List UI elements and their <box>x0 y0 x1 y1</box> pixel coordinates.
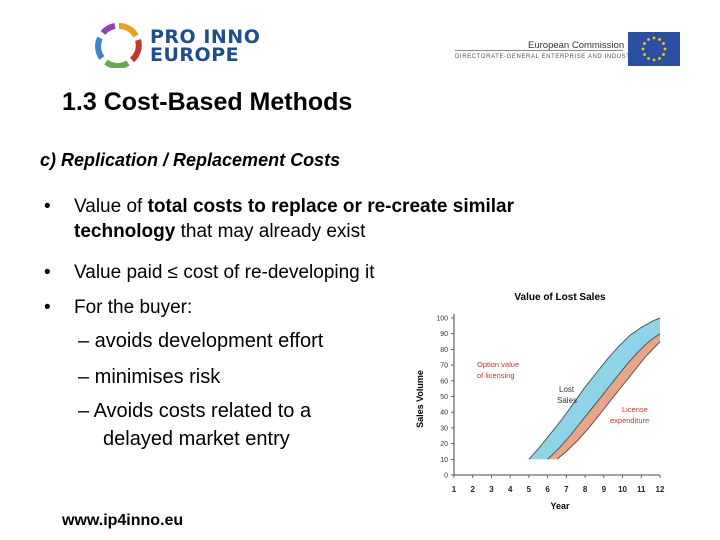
y-tick-label: 90 <box>440 331 448 338</box>
website-url: www.ip4inno.eu <box>62 512 184 529</box>
sub-bullet-market-entry-2: delayed market entry <box>103 428 290 450</box>
annotation-option-value-1: Option value <box>477 360 519 369</box>
series-line-1 <box>528 317 661 460</box>
annotation-license-2: expenditure <box>610 416 649 425</box>
y-tick-label: 70 <box>440 363 448 370</box>
x-tick-label: 4 <box>508 485 513 494</box>
y-tick-label: 10 <box>440 457 448 464</box>
y-tick-label: 50 <box>440 394 448 401</box>
y-tick-label: 100 <box>436 316 448 323</box>
bullet-glyph: • <box>44 297 51 318</box>
bullet-glyph: • <box>44 196 51 217</box>
lost-sales-area <box>528 318 660 460</box>
annotation-lost-sales-1: Lost <box>559 385 575 394</box>
chart-xlabel: Year <box>550 501 570 511</box>
bullet1-bold-2: technology <box>74 221 176 242</box>
series-line-3 <box>556 341 661 460</box>
x-tick-label: 2 <box>471 485 476 494</box>
y-tick-label: 80 <box>440 347 448 354</box>
pro-inno-europe-emblem-icon <box>95 22 142 68</box>
y-tick-label: 30 <box>440 425 448 432</box>
chart-title: Value of Lost Sales <box>514 292 606 303</box>
lost-sales-chart: Value of Lost Sales Sales Volume Year 01… <box>415 292 665 511</box>
y-tick-label: 0 <box>444 473 448 480</box>
slide-subtitle: c) Replication / Replacement Costs <box>40 150 341 170</box>
bullet2-text: Value paid ≤ cost of re-developing it <box>74 262 375 283</box>
x-tick-label: 9 <box>602 485 607 494</box>
european-commission-header: European Commission DIRECTORATE-GENERAL … <box>425 32 680 66</box>
sub-bullet-minimises-risk: – minimises risk <box>78 366 221 388</box>
bullet3-text: For the buyer: <box>74 297 193 318</box>
annotation-license-1: License <box>622 405 648 414</box>
bullet1-pre: Value of <box>74 196 148 217</box>
y-tick-label: 60 <box>440 378 448 385</box>
y-tick-label: 40 <box>440 410 448 417</box>
x-tick-label: 1 <box>452 485 457 494</box>
pro-inno-europe-logo: PRO INNO EUROPE <box>92 22 267 70</box>
annotation-lost-sales-2: Sales <box>557 396 577 405</box>
ec-subtitle: DIRECTORATE-GENERAL ENTERPRISE AND INDUS… <box>455 54 640 60</box>
y-tick-label: 20 <box>440 441 448 448</box>
sub-bullet-development-effort: – avoids development effort <box>78 330 324 352</box>
eu-flag-icon <box>628 32 680 66</box>
slide-title: 1.3 Cost-Based Methods <box>62 88 353 116</box>
ec-divider <box>455 50 623 51</box>
logo-wordmark: PRO INNO EUROPE <box>150 26 261 66</box>
series-line-2 <box>547 333 661 460</box>
x-tick-label: 12 <box>656 485 665 494</box>
logo-line-1: PRO INNO <box>150 26 261 48</box>
x-tick-label: 6 <box>545 485 550 494</box>
x-tick-label: 11 <box>637 485 646 494</box>
x-tick-label: 5 <box>527 485 532 494</box>
bullet1-post: that may already exist <box>175 221 366 242</box>
ec-name: European Commission <box>528 40 625 51</box>
license-expenditure-area <box>547 333 660 460</box>
bullet-glyph: • <box>44 262 51 283</box>
x-tick-label: 7 <box>564 485 569 494</box>
bullet1-bold-1: total costs to replace or re-create simi… <box>147 196 515 217</box>
logo-line-2: EUROPE <box>150 44 240 66</box>
annotation-option-value-2: of licensing <box>477 371 515 380</box>
sub-bullet-market-entry-1: – Avoids costs related to a <box>78 400 312 422</box>
x-tick-label: 10 <box>618 485 627 494</box>
chart-ylabel: Sales Volume <box>415 370 425 428</box>
x-tick-label: 3 <box>489 485 494 494</box>
x-tick-label: 8 <box>583 485 588 494</box>
